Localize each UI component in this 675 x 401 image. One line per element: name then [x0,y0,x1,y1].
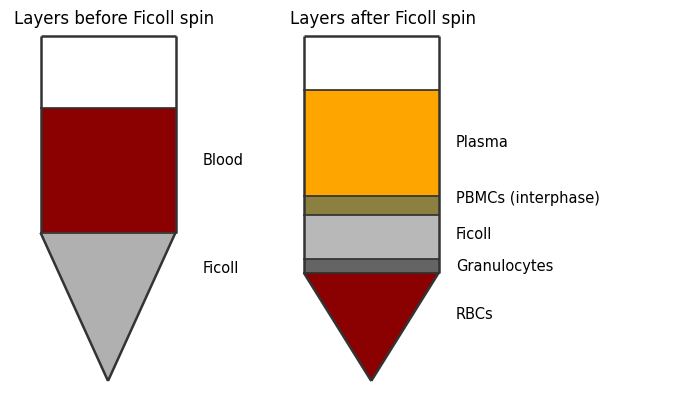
Bar [304,259,439,273]
Text: Layers after Ficoll spin: Layers after Ficoll spin [290,10,477,28]
Text: Layers before Ficoll spin: Layers before Ficoll spin [14,10,213,28]
Text: Plasma: Plasma [456,135,508,150]
Text: Ficoll: Ficoll [202,261,239,276]
Bar [304,215,439,259]
Text: Granulocytes: Granulocytes [456,259,553,274]
Text: PBMCs (interphase): PBMCs (interphase) [456,191,599,206]
Bar [304,90,439,196]
Bar [304,36,439,90]
Bar [304,196,439,215]
Polygon shape [40,233,176,381]
Bar [40,108,176,233]
Text: RBCs: RBCs [456,307,493,322]
Polygon shape [304,273,439,381]
Text: Blood: Blood [202,153,244,168]
Bar [40,36,176,108]
Text: Ficoll: Ficoll [456,227,492,242]
